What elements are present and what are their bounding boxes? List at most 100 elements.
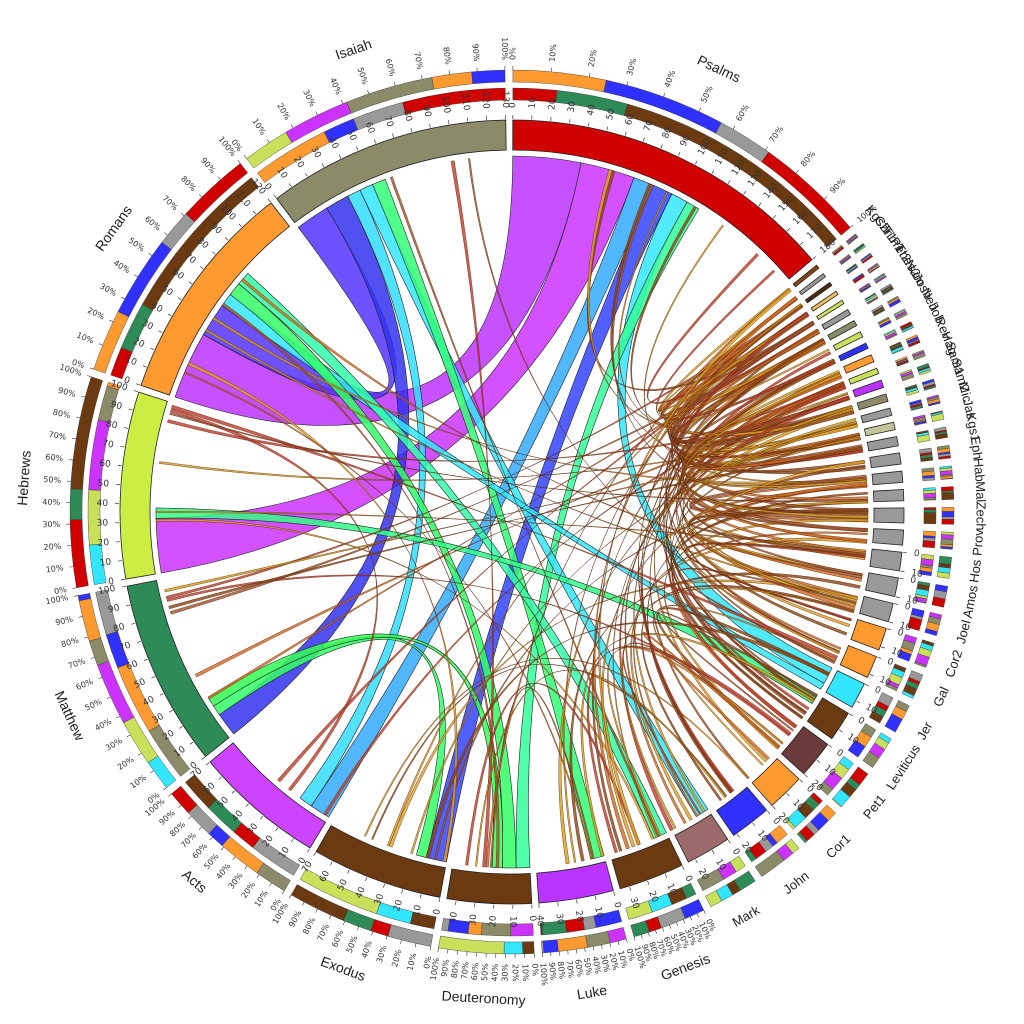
composition-bar-romans bbox=[142, 177, 259, 311]
segment-label-hebrews: Hebrews bbox=[14, 450, 34, 506]
value-tick bbox=[448, 120, 450, 125]
percent-tick bbox=[209, 836, 213, 841]
thread-link bbox=[168, 446, 863, 610]
value-tick bbox=[225, 237, 229, 241]
value-tick-label: 90 bbox=[107, 603, 121, 615]
ribbon-matthew-deuteronomy bbox=[207, 633, 503, 869]
value-tick bbox=[838, 729, 843, 733]
thread-link bbox=[681, 374, 863, 470]
segment-label-cor1: Cor1 bbox=[823, 831, 854, 861]
value-tick-label: 30 bbox=[308, 145, 322, 160]
percent-tick-label: 100% bbox=[538, 963, 549, 987]
composition-bar-josh bbox=[873, 308, 886, 317]
value-tick bbox=[288, 183, 292, 187]
value-tick-label: 0 bbox=[886, 657, 895, 669]
composition-bar-sam2 bbox=[923, 385, 937, 391]
composition-bar-isaiah bbox=[471, 69, 506, 85]
segment-arc-chr1 bbox=[798, 273, 827, 296]
segment-arc-kgs2 bbox=[792, 264, 820, 288]
composition-bar-deuteronomy bbox=[441, 918, 450, 932]
percent-tick bbox=[447, 949, 449, 954]
percent-tick-label: 10% bbox=[520, 964, 530, 982]
composition-bar-job bbox=[902, 327, 914, 333]
value-tick bbox=[804, 774, 808, 778]
thread-link bbox=[601, 459, 865, 848]
percent-tick-label: 40% bbox=[590, 956, 602, 976]
thread-link bbox=[171, 404, 838, 660]
segment-arc-kgs1 bbox=[866, 436, 899, 452]
value-tick bbox=[647, 880, 650, 885]
value-tick-label: 10 bbox=[878, 675, 893, 689]
ribbon-romans-genesis bbox=[238, 272, 667, 839]
percent-tick-label: 90% bbox=[828, 176, 847, 195]
value-tick bbox=[900, 570, 905, 573]
value-tick bbox=[143, 658, 148, 661]
ribbon-psalms-deuteronomy bbox=[515, 201, 700, 869]
composition-bar-pet1 bbox=[831, 798, 842, 808]
value-tick bbox=[313, 852, 316, 857]
value-tick bbox=[594, 896, 597, 901]
composition-bar-hebrews bbox=[69, 519, 89, 588]
percent-tick-label: 0% bbox=[530, 963, 540, 977]
value-tick bbox=[199, 266, 204, 270]
value-tick bbox=[167, 313, 172, 317]
percent-tick bbox=[592, 946, 595, 951]
value-tick-label: 20 bbox=[547, 98, 558, 111]
value-tick bbox=[347, 869, 350, 874]
value-tick-label: 50 bbox=[344, 128, 358, 143]
value-tick bbox=[576, 899, 578, 904]
segment-label-mal: Mal bbox=[973, 481, 989, 503]
composition-bar-neh bbox=[879, 320, 892, 329]
value-tick-label: 60 bbox=[318, 869, 332, 884]
segment-arc-sam2 bbox=[856, 393, 889, 411]
value-tick bbox=[786, 792, 790, 797]
composition-bar-cor1 bbox=[796, 831, 808, 844]
composition-bar-chr1 bbox=[840, 256, 852, 265]
value-tick bbox=[179, 726, 183, 729]
value-tick bbox=[128, 408, 133, 411]
value-tick bbox=[133, 390, 138, 393]
percent-tick bbox=[437, 947, 439, 952]
segment-label-mark: Mark bbox=[730, 902, 763, 930]
value-tick bbox=[711, 850, 715, 854]
percent-tick bbox=[400, 939, 402, 944]
value-tick-label: 10 bbox=[911, 568, 924, 580]
composition-bar-exodus bbox=[387, 924, 434, 947]
value-tick-label: 60 bbox=[125, 659, 140, 673]
segment-arc-josh bbox=[827, 319, 858, 341]
percent-tick-label: 70% bbox=[460, 961, 471, 980]
composition-bar-cor2 bbox=[897, 650, 912, 662]
percent-tick bbox=[134, 274, 138, 278]
composition-bar-luke bbox=[556, 935, 588, 952]
percent-tick bbox=[393, 81, 396, 86]
percent-tick bbox=[290, 124, 294, 129]
value-tick-label: 10 bbox=[412, 904, 424, 918]
value-tick bbox=[151, 676, 156, 679]
percent-tick bbox=[180, 212, 185, 216]
percent-tick bbox=[178, 804, 182, 809]
value-tick bbox=[142, 365, 147, 368]
percent-tick-label: 80% bbox=[441, 46, 452, 65]
composition-bar-leviticus bbox=[862, 751, 880, 768]
value-tick bbox=[828, 744, 832, 748]
composition-bar-job bbox=[885, 333, 898, 341]
value-tick bbox=[865, 683, 870, 687]
value-tick bbox=[136, 383, 141, 386]
value-tick bbox=[889, 621, 894, 624]
value-tick bbox=[290, 838, 294, 843]
percent-tick bbox=[633, 936, 636, 941]
composition-bar-matthew bbox=[95, 589, 118, 636]
percent-tick-label: 50% bbox=[127, 236, 147, 254]
thread-link bbox=[389, 176, 661, 837]
percent-tick bbox=[288, 894, 292, 899]
composition-bar-jas bbox=[914, 422, 927, 426]
value-tick-label: 80 bbox=[661, 126, 675, 141]
composition-bar-tim1 bbox=[847, 266, 859, 275]
percent-tick-label: 70% bbox=[160, 194, 180, 213]
composition-bar-mal bbox=[941, 486, 954, 492]
percent-tick-label: 50% bbox=[582, 957, 594, 976]
thread-link bbox=[207, 330, 820, 700]
value-tick-label: 40 bbox=[448, 911, 460, 924]
percent-tick-label: 50% bbox=[202, 851, 221, 871]
